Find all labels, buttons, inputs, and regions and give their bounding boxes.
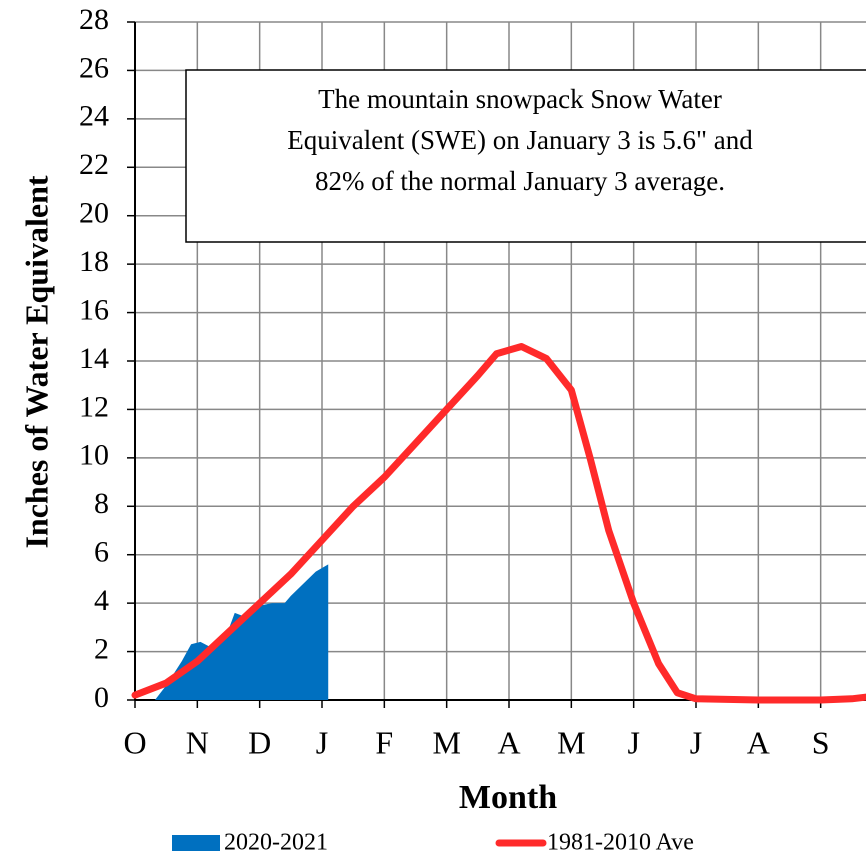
annotation: 82% of the normal January 3 average. xyxy=(315,166,725,196)
y-tick-label: 26 xyxy=(79,51,109,84)
y-tick-label: 4 xyxy=(94,584,109,617)
x-tick-label: J xyxy=(690,724,702,760)
y-tick-label: 2 xyxy=(94,632,109,665)
y-tick-label: 0 xyxy=(94,681,109,714)
x-tick-label: N xyxy=(186,724,209,760)
x-tick-label: J xyxy=(316,724,328,760)
x-tick-label: F xyxy=(375,724,393,760)
x-tick-label: M xyxy=(432,724,460,760)
y-tick-label: 6 xyxy=(94,536,109,569)
x-tick-label: O xyxy=(123,724,146,760)
x-tick-label: A xyxy=(497,724,520,760)
x-tick-label: M xyxy=(557,724,585,760)
x-tick-label: S xyxy=(812,724,830,760)
x-tick-label: A xyxy=(747,724,770,760)
y-tick-label: 18 xyxy=(79,245,109,278)
y-tick-label: 10 xyxy=(79,439,109,472)
y-tick-label: 12 xyxy=(79,390,109,423)
area xyxy=(154,564,329,700)
annotation-box xyxy=(185,69,866,243)
y-tick-label: 28 xyxy=(79,3,109,36)
legend-label: 2020-2021 xyxy=(224,830,328,856)
y-tick-label: 14 xyxy=(79,342,109,375)
y-tick-label: 24 xyxy=(79,100,109,133)
x-tick-label: D xyxy=(248,724,271,760)
y-tick-label: 8 xyxy=(94,487,109,520)
y-tick-label: 16 xyxy=(79,293,109,326)
annotation: The mountain snowpack Snow Water xyxy=(318,84,722,114)
y-tick-label: 22 xyxy=(79,148,109,181)
y-tick-label: 20 xyxy=(79,197,109,230)
legend-label: 1981-2010 Ave xyxy=(547,830,694,856)
legend-swatch xyxy=(172,835,220,851)
x-tick-label: J xyxy=(627,724,639,760)
annotation: Equivalent (SWE) on January 3 is 5.6" an… xyxy=(287,125,753,155)
line xyxy=(131,342,866,704)
x-axis-label: Month xyxy=(459,779,557,816)
y-axis-label: Inches of Water Equivalent xyxy=(18,175,54,548)
